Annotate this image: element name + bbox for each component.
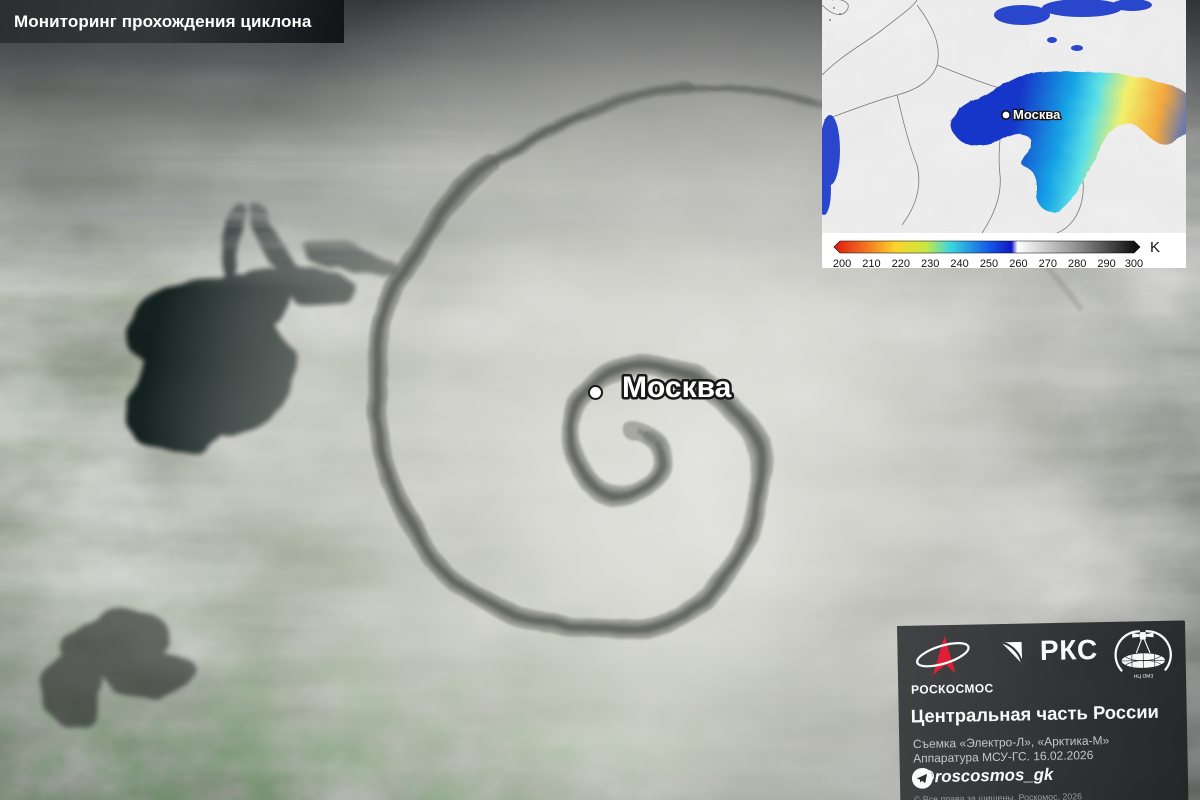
svg-text:240: 240 xyxy=(950,258,968,268)
svg-text:250: 250 xyxy=(980,258,998,268)
svg-text:K: K xyxy=(1150,239,1160,256)
svg-text:210: 210 xyxy=(862,258,880,268)
svg-text:200: 200 xyxy=(833,258,851,268)
svg-text:280: 280 xyxy=(1068,258,1086,268)
svg-text:230: 230 xyxy=(921,258,939,268)
svg-text:300: 300 xyxy=(1125,258,1143,268)
svg-text:Москва: Москва xyxy=(1013,107,1061,122)
svg-text:270: 270 xyxy=(1039,258,1057,268)
svg-text:260: 260 xyxy=(1009,258,1027,268)
svg-text:НЦ ОМЗ: НЦ ОМЗ xyxy=(1134,673,1154,679)
svg-text:220: 220 xyxy=(892,258,910,268)
svg-text:290: 290 xyxy=(1097,258,1115,268)
